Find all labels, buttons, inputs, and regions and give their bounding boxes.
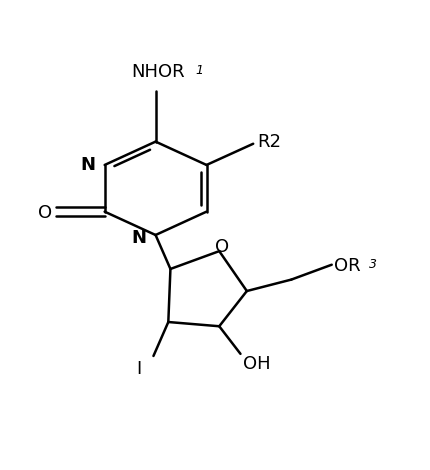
Text: 3: 3 bbox=[369, 258, 377, 271]
Text: I: I bbox=[136, 360, 141, 378]
Text: N: N bbox=[131, 229, 146, 247]
Text: OH: OH bbox=[243, 355, 270, 373]
Text: N: N bbox=[80, 156, 95, 174]
Text: O: O bbox=[215, 238, 229, 256]
Text: O: O bbox=[38, 204, 52, 222]
Text: NHOR: NHOR bbox=[131, 63, 184, 81]
Text: OR: OR bbox=[334, 257, 360, 274]
Text: 1: 1 bbox=[195, 64, 203, 77]
Text: R2: R2 bbox=[258, 133, 282, 151]
